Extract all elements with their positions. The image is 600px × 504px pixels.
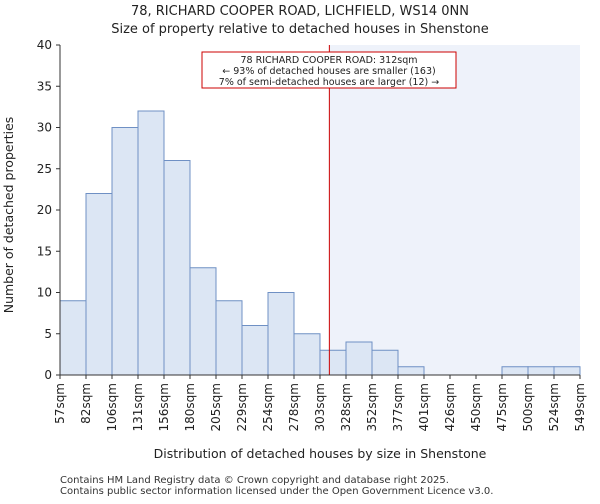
- x-tick-label: 229sqm: [235, 383, 249, 431]
- x-tick-label: 377sqm: [391, 383, 405, 431]
- highlight-region: [329, 45, 580, 375]
- y-tick-label: 35: [37, 79, 52, 93]
- y-tick-label: 30: [37, 121, 52, 135]
- x-tick-label: 524sqm: [547, 383, 561, 431]
- x-tick-label: 278sqm: [287, 383, 301, 431]
- x-tick-label: 180sqm: [183, 383, 197, 431]
- footer-line-2: Contains public sector information licen…: [60, 486, 493, 497]
- bar-131sqm: [137, 110, 165, 376]
- bar-377sqm: [397, 366, 425, 376]
- bar-82sqm: [85, 193, 113, 376]
- marker-group: 78 RICHARD COOPER ROAD: 312sqm← 93% of d…: [201, 45, 457, 375]
- plot-background: [329, 45, 580, 375]
- x-tick-label: 401sqm: [417, 383, 431, 431]
- x-axis-ticks: 57sqm 82sqm 106sqm 131sqm 156sqm 180sqm 205sqm…: [53, 375, 587, 431]
- x-tick-label: 205sqm: [209, 383, 223, 431]
- bar-475sqm: [501, 366, 529, 376]
- x-tick-label: 500sqm: [521, 383, 535, 431]
- bar-352sqm: [371, 349, 399, 376]
- x-tick-label: 156sqm: [157, 383, 171, 431]
- annotation-line-2: ← 93% of detached houses are smaller (16…: [222, 66, 435, 77]
- x-tick-label: 426sqm: [443, 383, 457, 431]
- x-tick-label: 352sqm: [365, 383, 379, 431]
- bar-180sqm: [189, 267, 217, 376]
- x-tick-label: 450sqm: [469, 383, 483, 431]
- y-tick-label: 5: [44, 327, 52, 341]
- chart-title: 78, RICHARD COOPER ROAD, LICHFIELD, WS14…: [131, 4, 469, 19]
- x-tick-label: 475sqm: [495, 383, 509, 431]
- y-tick-label: 40: [37, 38, 52, 52]
- y-axis-ticks: 0 5 10 15 20 25 30 35 40: [37, 38, 60, 382]
- bar-524sqm: [553, 366, 581, 376]
- annotation-line-1: 78 RICHARD COOPER ROAD: 312sqm: [241, 55, 418, 66]
- y-tick-label: 10: [37, 286, 52, 300]
- bar-106sqm: [111, 127, 139, 376]
- bar-254sqm: [267, 292, 295, 376]
- annotation-line-3: 7% of semi-detached houses are larger (1…: [219, 77, 439, 88]
- bar-229sqm: [241, 325, 269, 376]
- bar-303sqm: [319, 349, 347, 376]
- x-tick-label: 254sqm: [261, 383, 275, 431]
- bar-57sqm: [59, 300, 87, 376]
- y-tick-label: 15: [37, 244, 52, 258]
- y-axis-label: Number of detached properties: [1, 117, 16, 314]
- x-tick-label: 549sqm: [573, 383, 587, 431]
- x-tick-label: 82sqm: [79, 383, 93, 424]
- bar-series: [59, 110, 581, 376]
- y-tick-label: 20: [37, 203, 52, 217]
- x-tick-label: 328sqm: [339, 383, 353, 431]
- bar-328sqm: [345, 341, 373, 376]
- x-tick-label: 57sqm: [53, 383, 67, 424]
- annotation-box: [201, 51, 457, 89]
- x-axis-label: Distribution of detached houses by size …: [154, 446, 487, 461]
- x-tick-label: 106sqm: [105, 383, 119, 431]
- x-tick-label: 131sqm: [131, 383, 145, 431]
- chart-subtitle: Size of property relative to detached ho…: [111, 22, 489, 37]
- bar-156sqm: [163, 160, 191, 376]
- x-tick-label: 303sqm: [313, 383, 327, 431]
- y-tick-label: 0: [44, 368, 52, 382]
- footer-line-1: Contains HM Land Registry data © Crown c…: [60, 475, 449, 486]
- bar-500sqm: [527, 366, 555, 376]
- bar-205sqm: [215, 300, 243, 376]
- bar-278sqm: [293, 333, 321, 376]
- y-tick-label: 25: [37, 162, 52, 176]
